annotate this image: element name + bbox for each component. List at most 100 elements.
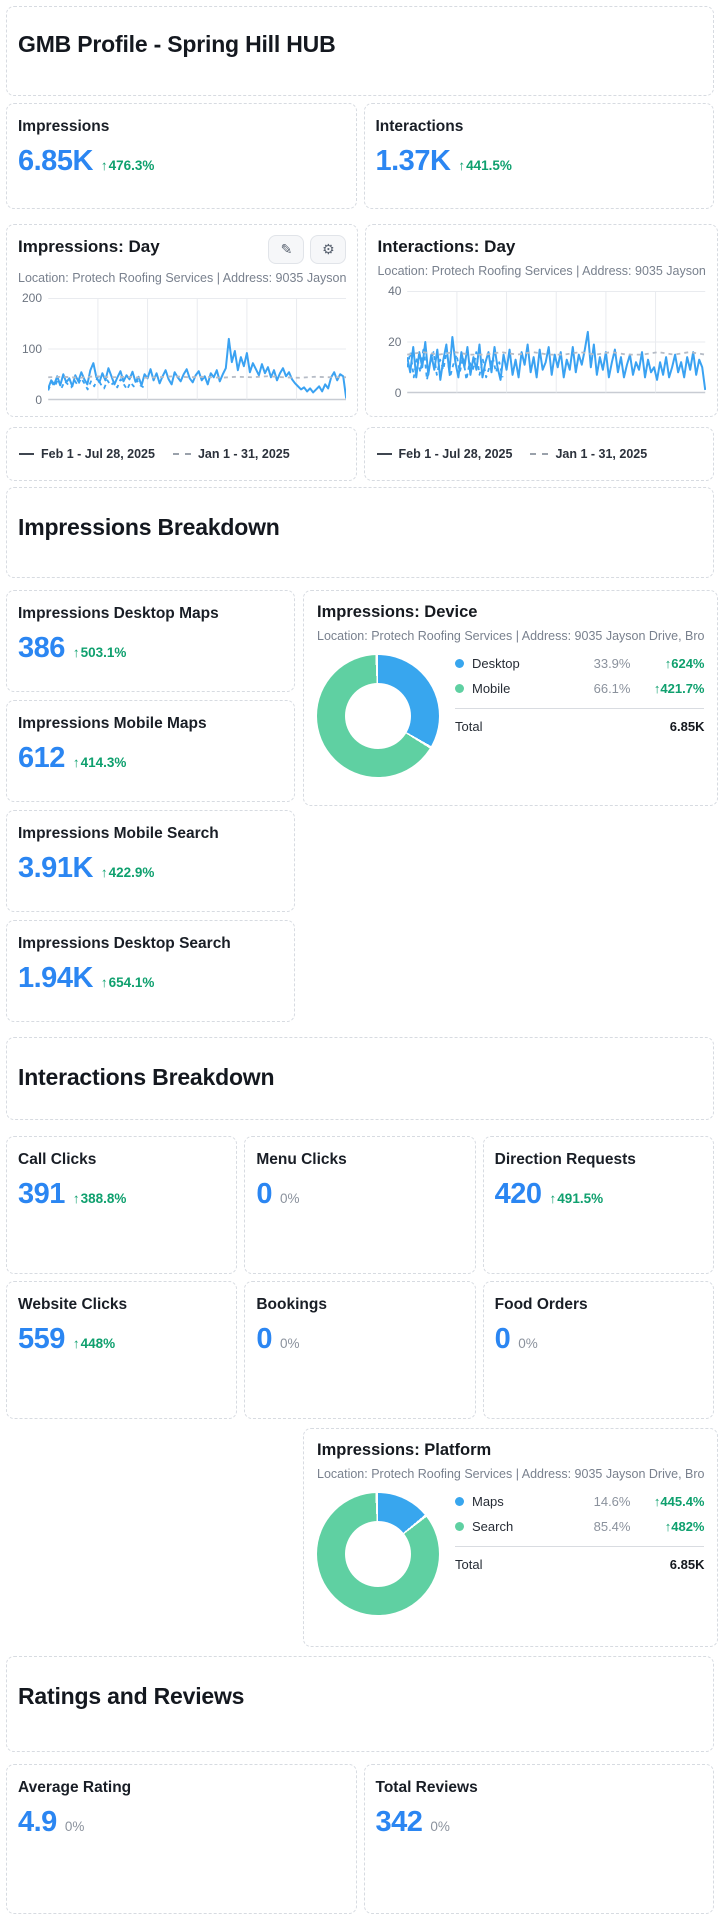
device-donut-legend: Desktop 33.9% ↑624% Mobile 66.1% ↑421.7% Total… xyxy=(455,651,705,734)
metric-delta-text: 503.1% xyxy=(80,645,127,660)
impressions-platform-card: Impressions: Platform Location: Protech … xyxy=(303,1428,719,1647)
platform-row: Impressions: Platform Location: Protech … xyxy=(6,1428,719,1647)
metric-delta-text: 0% xyxy=(518,1336,538,1351)
y-tick-label: 40 xyxy=(388,284,402,298)
metric-delta: ↑0% xyxy=(65,1819,85,1834)
metric-value: 1.37K xyxy=(375,145,451,177)
y-tick-label: 100 xyxy=(21,342,42,356)
donut-total-row: Total 6.85K xyxy=(455,716,704,734)
legend-label: Jan 1 - 31, 2025 xyxy=(197,447,290,461)
chart-subtitle: Location: Protech Roofing Services | Add… xyxy=(317,1467,705,1481)
metric-value: 559 xyxy=(18,1323,65,1355)
legend-divider xyxy=(455,1546,705,1547)
donut-legend-row: Mobile 66.1% ↑421.7% xyxy=(455,676,704,701)
slice-percent: 66.1% xyxy=(593,681,631,696)
metric-label: Impressions Desktop Search xyxy=(18,935,231,952)
chart-subtitle: Location: Protech Roofing Services | Add… xyxy=(317,629,705,643)
metric-card: Food Orders 0 ↑0% xyxy=(482,1281,714,1419)
metric-delta: ↑ 422.9% xyxy=(101,865,155,880)
report-title-card: GMB Profile - Spring Hill HUB xyxy=(6,6,714,96)
metric-label: Bookings xyxy=(256,1296,327,1313)
impressions-day-line-chart xyxy=(48,298,347,401)
chart-legend-row: Feb 1 - Jul 28, 2025 Jan 1 - 31, 2025 Fe… xyxy=(6,427,714,481)
chart-title: Impressions: Device xyxy=(317,603,478,621)
legend-dot-icon xyxy=(455,1497,464,1506)
interactions-breakdown-heading-card: Interactions Breakdown xyxy=(6,1037,714,1120)
settings-button[interactable]: ⚙ xyxy=(310,235,347,264)
metric-delta-text: 388.8% xyxy=(80,1191,127,1206)
metric-value: 6.85K xyxy=(18,145,93,177)
metric-delta-text: 0% xyxy=(64,1819,85,1834)
metric-delta-text: 441.5% xyxy=(466,158,512,173)
pencil-icon: ✎ xyxy=(280,241,293,257)
metric-card: Average Rating 4.9 ↑0% xyxy=(6,1764,357,1914)
metric-delta: ↑ 654.1% xyxy=(101,975,155,990)
dashed-line-swatch-icon xyxy=(530,453,549,455)
metric-card: Impressions Mobile Search 3.91K ↑ 422.9% xyxy=(6,810,295,912)
slice-change: ↑421.7% xyxy=(653,681,705,696)
metric-label: Direction Requests xyxy=(494,1151,636,1168)
day-charts-row: Impressions: Day ✎ ⚙ Location: Protech R… xyxy=(6,224,718,417)
metric-value: 342 xyxy=(375,1806,423,1838)
y-tick-label: 20 xyxy=(388,335,402,349)
metric-label: Menu Clicks xyxy=(256,1151,347,1168)
impressions-day-chart-card: Impressions: Day ✎ ⚙ Location: Protech R… xyxy=(6,224,359,417)
metric-card: Impressions 6.85K ↑ 476.3% xyxy=(6,103,357,209)
metric-card: Impressions Mobile Maps 612 ↑ 414.3% xyxy=(6,700,295,802)
metric-delta: ↑0% xyxy=(518,1336,538,1351)
device-donut-chart xyxy=(317,655,439,777)
legend-label: Jan 1 - 31, 2025 xyxy=(555,447,648,461)
impressions-breakdown-section: Impressions Desktop Maps 386 ↑ 503.1% Imp… xyxy=(6,590,719,1022)
metric-label: Average Rating xyxy=(18,1779,132,1796)
chart-title: Interactions: Day xyxy=(377,237,516,256)
legend-comparison-period: Jan 1 - 31, 2025 xyxy=(530,447,647,461)
metric-card: Total Reviews 342 ↑0% xyxy=(363,1764,714,1914)
metric-value: 4.9 xyxy=(18,1806,57,1838)
metric-delta: ↑0% xyxy=(280,1191,300,1206)
trend-up-icon: ↑ xyxy=(72,1336,80,1351)
metric-label: Impressions Mobile Maps xyxy=(18,715,207,732)
impressions-device-card: Impressions: Device Location: Protech Ro… xyxy=(303,590,719,806)
empty-spacer xyxy=(6,1428,295,1647)
trend-up-icon: ↑ xyxy=(100,865,108,880)
metric-delta-text: 422.9% xyxy=(108,865,155,880)
metric-delta-text: 491.5% xyxy=(557,1191,604,1206)
line-chart-plot xyxy=(48,297,347,401)
section-title: Ratings and Reviews xyxy=(18,1683,245,1709)
donut-legend-row: Maps 14.6% ↑445.4% xyxy=(455,1489,704,1514)
metric-value: 1.94K xyxy=(18,962,93,994)
trend-up-icon: ↑ xyxy=(72,1191,80,1206)
edit-button[interactable]: ✎ xyxy=(268,235,305,264)
metric-delta-text: 448% xyxy=(80,1336,116,1351)
page-title: GMB Profile - Spring Hill HUB xyxy=(18,31,336,57)
ratings-heading-card: Ratings and Reviews xyxy=(6,1656,714,1752)
metric-value: 0 xyxy=(256,1323,272,1355)
metric-label: Total Reviews xyxy=(375,1779,478,1796)
platform-donut-chart xyxy=(317,1493,439,1615)
metric-card: Direction Requests 420 ↑ 491.5% xyxy=(482,1136,714,1274)
slice-change: ↑624% xyxy=(664,656,705,671)
interactions-legend-card: Feb 1 - Jul 28, 2025 Jan 1 - 31, 2025 xyxy=(363,427,714,481)
line-chart-plot xyxy=(407,290,706,394)
legend-dot-icon xyxy=(455,1522,464,1531)
metric-delta: ↑ 503.1% xyxy=(73,645,127,660)
slice-percent: 85.4% xyxy=(593,1519,631,1534)
metric-card: Impressions Desktop Maps 386 ↑ 503.1% xyxy=(6,590,295,692)
metric-card: Impressions Desktop Search 1.94K ↑ 654.1% xyxy=(6,920,295,1022)
chart-title: Impressions: Platform xyxy=(317,1441,492,1459)
legend-label: Feb 1 - Jul 28, 2025 xyxy=(41,447,155,461)
metric-label: Food Orders xyxy=(494,1296,588,1313)
metric-label: Website Clicks xyxy=(18,1296,128,1313)
metric-delta: ↑ 414.3% xyxy=(73,755,127,770)
legend-dot-icon xyxy=(455,659,464,668)
metric-delta: ↑0% xyxy=(280,1336,300,1351)
metric-delta: ↑ 476.3% xyxy=(101,158,155,173)
legend-divider xyxy=(455,708,705,709)
trend-up-icon: ↑ xyxy=(100,975,108,990)
metric-delta-text: 0% xyxy=(279,1191,300,1206)
impressions-breakdown-metrics: Impressions Desktop Maps 386 ↑ 503.1% Imp… xyxy=(6,590,295,1022)
total-label: Total xyxy=(455,1557,483,1572)
metric-delta: ↑0% xyxy=(430,1819,450,1834)
chart-title: Impressions: Day xyxy=(18,237,160,256)
